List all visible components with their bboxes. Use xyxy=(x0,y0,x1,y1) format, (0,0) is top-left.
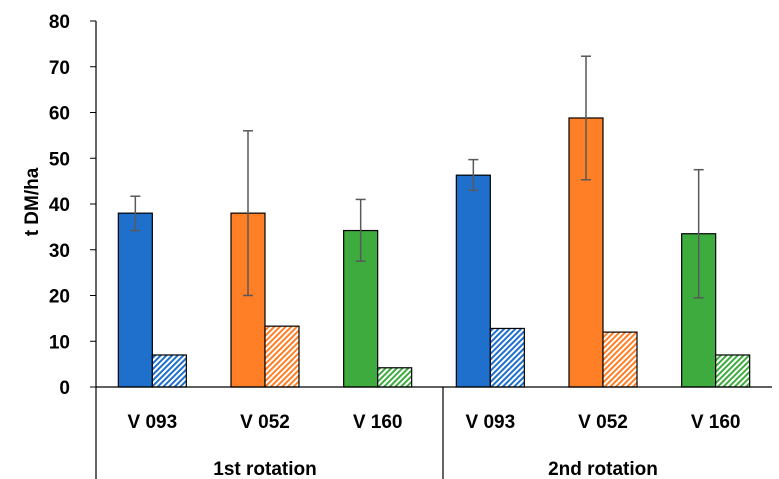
y-tick-label: 80 xyxy=(49,12,70,33)
y-tick-label: 70 xyxy=(49,58,70,79)
y-axis-title: t DM/ha xyxy=(22,167,43,236)
y-tick-label: 40 xyxy=(49,195,70,216)
y-tick-label: 0 xyxy=(59,378,70,399)
x-category-label: V 160 xyxy=(691,412,741,433)
bar-series xyxy=(117,117,751,388)
bar-hatched xyxy=(489,327,525,388)
bar-hatched xyxy=(602,331,638,388)
y-axis-ticks: 0 10 20 30 40 50 60 70 80 xyxy=(49,12,96,399)
x-axis-group-labels: 1st rotation 2nd rotation xyxy=(213,459,658,479)
axes xyxy=(95,21,772,479)
y-tick-label: 10 xyxy=(49,332,70,353)
x-category-label: V 093 xyxy=(128,412,178,433)
error-bars xyxy=(130,55,704,299)
bar-hatched xyxy=(151,354,187,388)
x-axis-category-labels: V 093 V 052 V 160 V 093 V 052 V 160 xyxy=(128,412,741,433)
x-group-label: 1st rotation xyxy=(213,459,316,479)
bar-solid xyxy=(117,212,153,388)
bar-solid xyxy=(455,174,491,388)
bar-hatched xyxy=(264,325,300,388)
x-category-label: V 093 xyxy=(466,412,516,433)
bar-hatched xyxy=(377,367,413,388)
bar-hatched xyxy=(715,354,751,388)
x-category-label: V 160 xyxy=(353,412,403,433)
x-group-label: 2nd rotation xyxy=(548,459,658,479)
x-category-label: V 052 xyxy=(240,412,290,433)
x-category-label: V 052 xyxy=(578,412,628,433)
y-tick-label: 30 xyxy=(49,241,70,262)
y-tick-label: 50 xyxy=(49,149,70,170)
y-tick-label: 20 xyxy=(49,287,70,308)
y-tick-label: 60 xyxy=(49,104,70,125)
